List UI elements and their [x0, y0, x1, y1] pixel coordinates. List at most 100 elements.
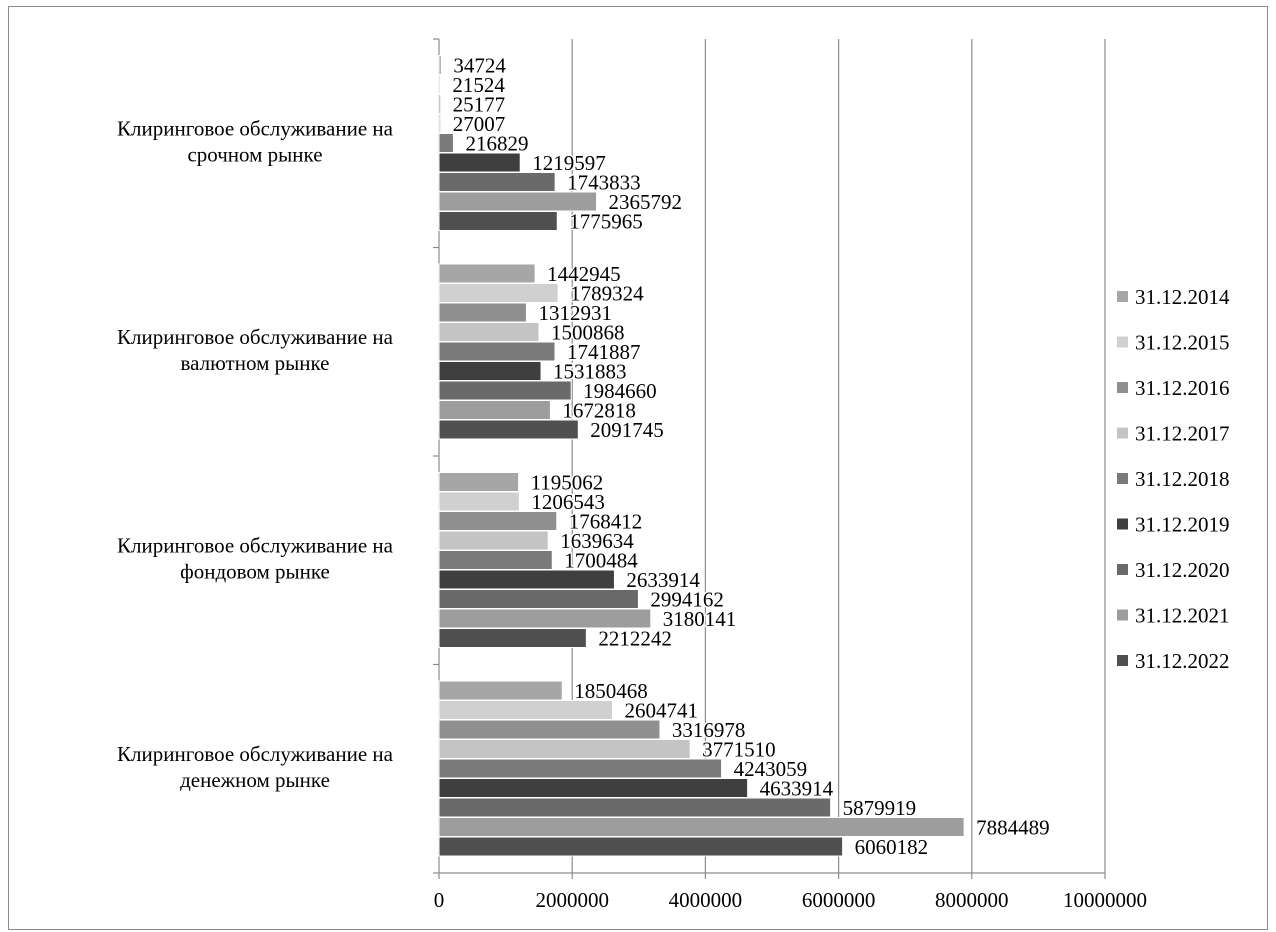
x-tick-labels: 0 2000000 4000000 6000000 8000000 10000000 — [434, 888, 1147, 912]
bar — [438, 511, 558, 531]
category-label: валютном рынке — [181, 351, 330, 375]
bar — [438, 400, 551, 420]
bar — [438, 341, 556, 362]
category-label: Клиринговое обслуживание на — [117, 325, 394, 349]
x-tick-label: 2000000 — [535, 888, 609, 912]
bar — [438, 608, 652, 629]
legend-swatch — [1117, 336, 1128, 348]
data-label: 1531883 — [553, 360, 627, 384]
bar — [438, 817, 965, 837]
x-tick-label: 4000000 — [669, 888, 743, 912]
bar — [438, 94, 442, 114]
bar — [438, 55, 442, 75]
data-label: 1639634 — [560, 529, 634, 553]
data-label: 1700484 — [564, 549, 638, 573]
bar — [438, 283, 559, 303]
data-label: 3771510 — [702, 738, 776, 762]
data-label: 1219597 — [532, 151, 606, 175]
x-tick-label: 6000000 — [802, 888, 876, 912]
data-label: 1442945 — [547, 262, 621, 286]
data-labels: 3472421524251772700721682912195971743833… — [451, 52, 1051, 861]
x-tick-label: 8000000 — [935, 888, 1009, 912]
category-label: срочном рынке — [187, 142, 322, 166]
data-label: 1206543 — [531, 490, 605, 514]
bar — [438, 719, 661, 740]
bar — [438, 797, 832, 818]
bar — [438, 569, 615, 590]
data-label: 2365792 — [609, 190, 683, 214]
data-label: 3316978 — [672, 718, 746, 742]
legend-swatch — [1117, 609, 1128, 621]
bar — [438, 191, 598, 212]
bar — [438, 133, 454, 153]
bar — [438, 113, 442, 134]
category-label: Клиринговое обслуживание на — [117, 533, 394, 557]
bar — [438, 700, 613, 720]
data-label: 1850468 — [574, 679, 648, 703]
category-label: фондовом рынке — [180, 559, 330, 583]
data-label: 21524 — [452, 73, 505, 97]
legend-label: 31.12.2021 — [1135, 604, 1230, 628]
bar — [438, 680, 563, 701]
data-label: 1500868 — [551, 321, 625, 345]
bar — [438, 361, 542, 381]
bar — [438, 263, 536, 284]
bar — [438, 302, 527, 323]
data-label: 7884489 — [976, 816, 1049, 840]
bar — [438, 152, 521, 173]
bar — [438, 419, 579, 440]
bar — [438, 211, 558, 231]
data-label: 1775965 — [569, 210, 643, 234]
bar — [438, 836, 844, 857]
legend-label: 31.12.2017 — [1135, 422, 1230, 446]
legend-swatch — [1117, 655, 1128, 666]
bars — [438, 55, 965, 857]
legend-label: 31.12.2016 — [1135, 376, 1230, 400]
bar — [438, 74, 441, 95]
legend-label: 31.12.2015 — [1135, 331, 1230, 355]
data-label: 216829 — [465, 132, 528, 156]
bar — [438, 778, 749, 798]
legend-label: 31.12.2014 — [1135, 285, 1230, 309]
bar — [438, 530, 549, 551]
data-label: 1195062 — [531, 471, 604, 495]
legend-swatch — [1117, 427, 1128, 439]
legend-swatch — [1117, 564, 1128, 575]
data-label: 5879919 — [843, 796, 917, 820]
legend-swatch — [1117, 518, 1128, 530]
data-label: 4243059 — [734, 757, 808, 781]
x-tick-label: 10000000 — [1063, 888, 1147, 912]
category-label: Клиринговое обслуживание на — [117, 742, 394, 766]
category-label: Клиринговое обслуживание на — [117, 116, 394, 140]
bar-chart: 3472421524251772700721682912195971743833… — [117, 38, 1230, 912]
data-label: 2994162 — [650, 588, 724, 612]
data-label: 34724 — [453, 54, 506, 78]
data-label: 27007 — [453, 112, 506, 136]
data-label: 2633914 — [626, 568, 700, 592]
legend: 31.12.2014 31.12.2015 31.12.2016 31.12.2017… — [1117, 285, 1230, 673]
legend-label: 31.12.2022 — [1135, 649, 1230, 673]
x-tick-label: 0 — [434, 888, 445, 912]
bar — [438, 589, 639, 609]
bar — [438, 491, 520, 512]
data-label: 1741887 — [567, 340, 641, 364]
data-label: 1312931 — [538, 301, 612, 325]
data-label: 6060182 — [855, 835, 929, 859]
data-label: 4633914 — [760, 777, 834, 801]
legend-label: 31.12.2020 — [1135, 558, 1230, 582]
legend-label: 31.12.2019 — [1135, 513, 1230, 537]
legend-swatch — [1117, 473, 1128, 484]
bar — [438, 172, 556, 192]
category-label: денежном рынке — [180, 768, 330, 792]
data-label: 1984660 — [583, 379, 657, 403]
bar — [438, 380, 572, 401]
data-label: 25177 — [453, 93, 506, 117]
legend-swatch — [1117, 291, 1128, 302]
data-label: 1672818 — [562, 399, 636, 423]
bar — [438, 628, 587, 648]
bar — [438, 739, 691, 759]
data-label: 3180141 — [663, 607, 737, 631]
bar — [438, 550, 553, 570]
data-label: 2604741 — [624, 699, 698, 723]
